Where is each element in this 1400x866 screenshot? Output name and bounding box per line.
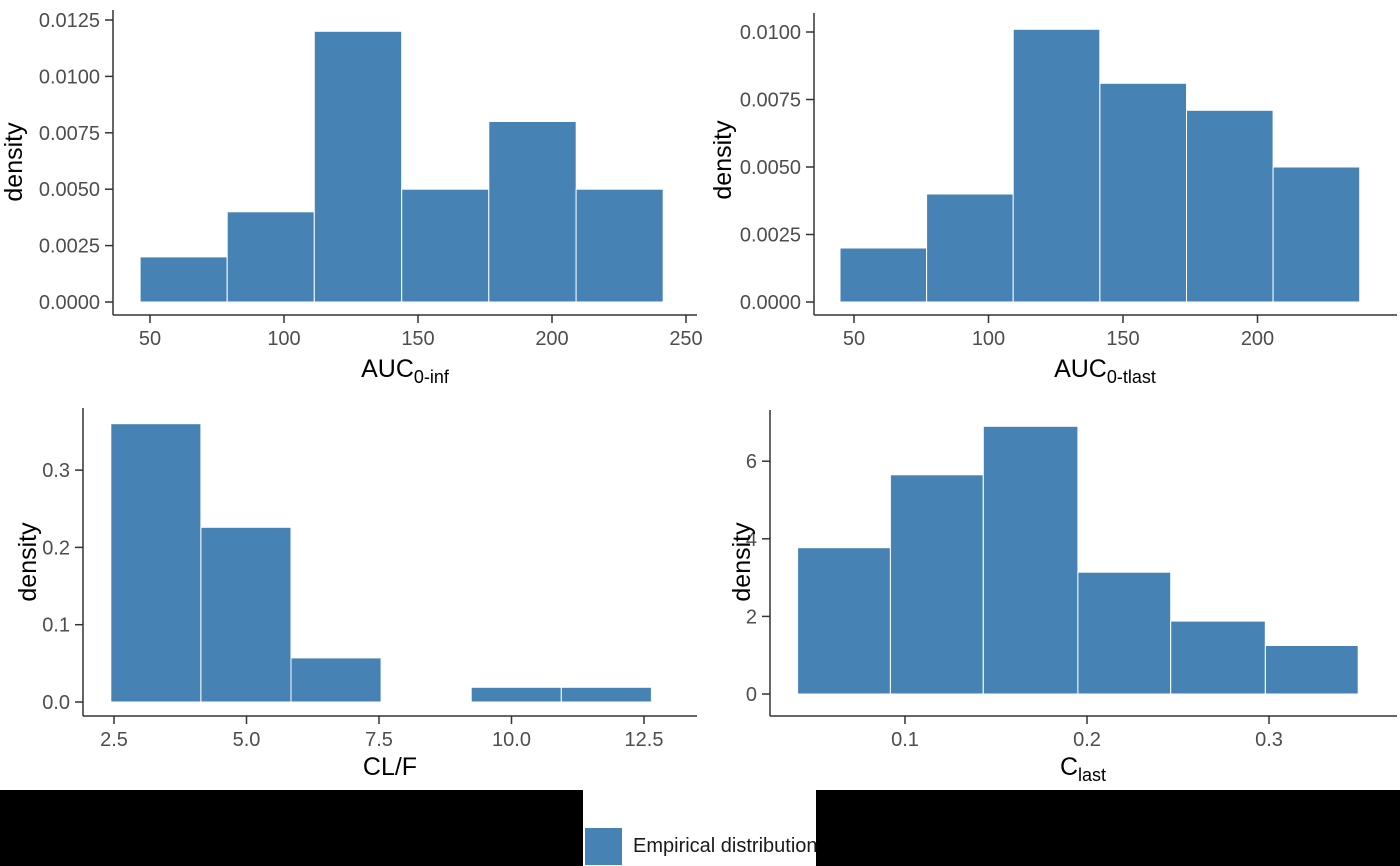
- histogram-bar: [1012, 28, 1101, 303]
- y-tick-label: 0.0050: [39, 179, 100, 201]
- y-tick-label: 0.0025: [740, 225, 801, 247]
- y-tick-label: 0.0100: [39, 66, 100, 88]
- y-axis-title: density: [14, 522, 42, 602]
- histogram-bar: [926, 193, 1014, 303]
- x-tick-label: 150: [401, 328, 434, 350]
- x-tick-label: 50: [139, 328, 161, 350]
- histogram-bar: [488, 121, 577, 303]
- histogram-bar: [139, 256, 228, 303]
- y-tick-label: 4: [746, 529, 757, 551]
- histogram-bar: [401, 188, 490, 303]
- histogram-bar: [200, 526, 292, 703]
- y-tick-label: 2: [746, 606, 757, 628]
- histogram-bar: [839, 247, 928, 303]
- x-tick-label: 50: [843, 328, 865, 350]
- x-tick-label: 12.5: [625, 729, 664, 751]
- histogram-bar: [889, 474, 984, 695]
- x-tick-label: 2.5: [100, 729, 128, 751]
- histogram-bar: [1186, 109, 1274, 303]
- x-tick-label: 0.2: [1073, 729, 1101, 751]
- x-tick-label: 0.1: [891, 729, 919, 751]
- y-tick-label: 0: [746, 684, 757, 706]
- y-tick-label: 0.0075: [39, 123, 100, 145]
- y-tick-label: 0.0025: [39, 236, 100, 258]
- histogram-bar: [110, 423, 202, 703]
- redaction-block-right: [816, 790, 1400, 866]
- histogram-bar: [313, 30, 403, 303]
- y-tick-label: 0.0: [42, 692, 70, 714]
- histogram-bar: [560, 686, 652, 703]
- x-tick-label: 0.3: [1255, 729, 1283, 751]
- y-tick-label: 0.0125: [39, 10, 100, 32]
- histogram-bar: [575, 188, 664, 303]
- histogram-bar: [1264, 645, 1359, 695]
- x-axis-title-subscript: 0-inf: [414, 367, 450, 387]
- histogram-bar: [290, 657, 382, 703]
- x-tick-label: 100: [267, 328, 300, 350]
- y-tick-label: 0.1: [42, 615, 70, 637]
- x-tick-label: 200: [535, 328, 568, 350]
- y-tick-label: 0.0100: [740, 22, 801, 44]
- y-tick-label: 0.2: [42, 537, 70, 559]
- legend-label: Empirical distribution: [633, 835, 818, 857]
- histogram-bar: [1170, 620, 1266, 695]
- x-tick-label: 200: [1241, 328, 1274, 350]
- x-tick-label: 10.0: [492, 729, 531, 751]
- histogram-bar: [226, 211, 315, 303]
- histogram-bar: [982, 425, 1079, 695]
- y-axis-title: density: [728, 522, 756, 602]
- x-axis-title: AUC0-tlast: [1054, 355, 1156, 387]
- redaction-block-left: [0, 790, 583, 866]
- x-axis-title-subscript: 0-tlast: [1107, 367, 1156, 387]
- histogram-bar: [1077, 571, 1172, 695]
- histogram-bar: [1099, 82, 1188, 303]
- y-axis-title: density: [709, 120, 737, 200]
- x-tick-label: 250: [669, 328, 702, 350]
- y-tick-label: 0.0000: [39, 292, 100, 314]
- x-tick-label: 5.0: [233, 729, 261, 751]
- y-tick-label: 0.0000: [740, 292, 801, 314]
- y-tick-label: 0.0050: [740, 157, 801, 179]
- histogram-bar: [797, 547, 891, 695]
- y-tick-label: 0.3: [42, 460, 70, 482]
- x-axis-title: AUC0-inf: [361, 355, 450, 387]
- x-axis-title: CL/F: [363, 753, 417, 781]
- x-tick-label: 150: [1106, 328, 1139, 350]
- x-axis-title-subscript: last: [1078, 765, 1106, 785]
- histogram-bar: [1272, 166, 1361, 303]
- legend-key-swatch: [585, 828, 622, 865]
- y-axis-title: density: [0, 122, 28, 202]
- x-tick-label: 100: [972, 328, 1005, 350]
- x-axis-title: Clast: [1060, 753, 1106, 785]
- y-tick-label: 6: [746, 451, 757, 473]
- x-tick-label: 7.5: [365, 729, 393, 751]
- y-tick-label: 0.0075: [740, 90, 801, 112]
- histogram-bar: [470, 686, 562, 703]
